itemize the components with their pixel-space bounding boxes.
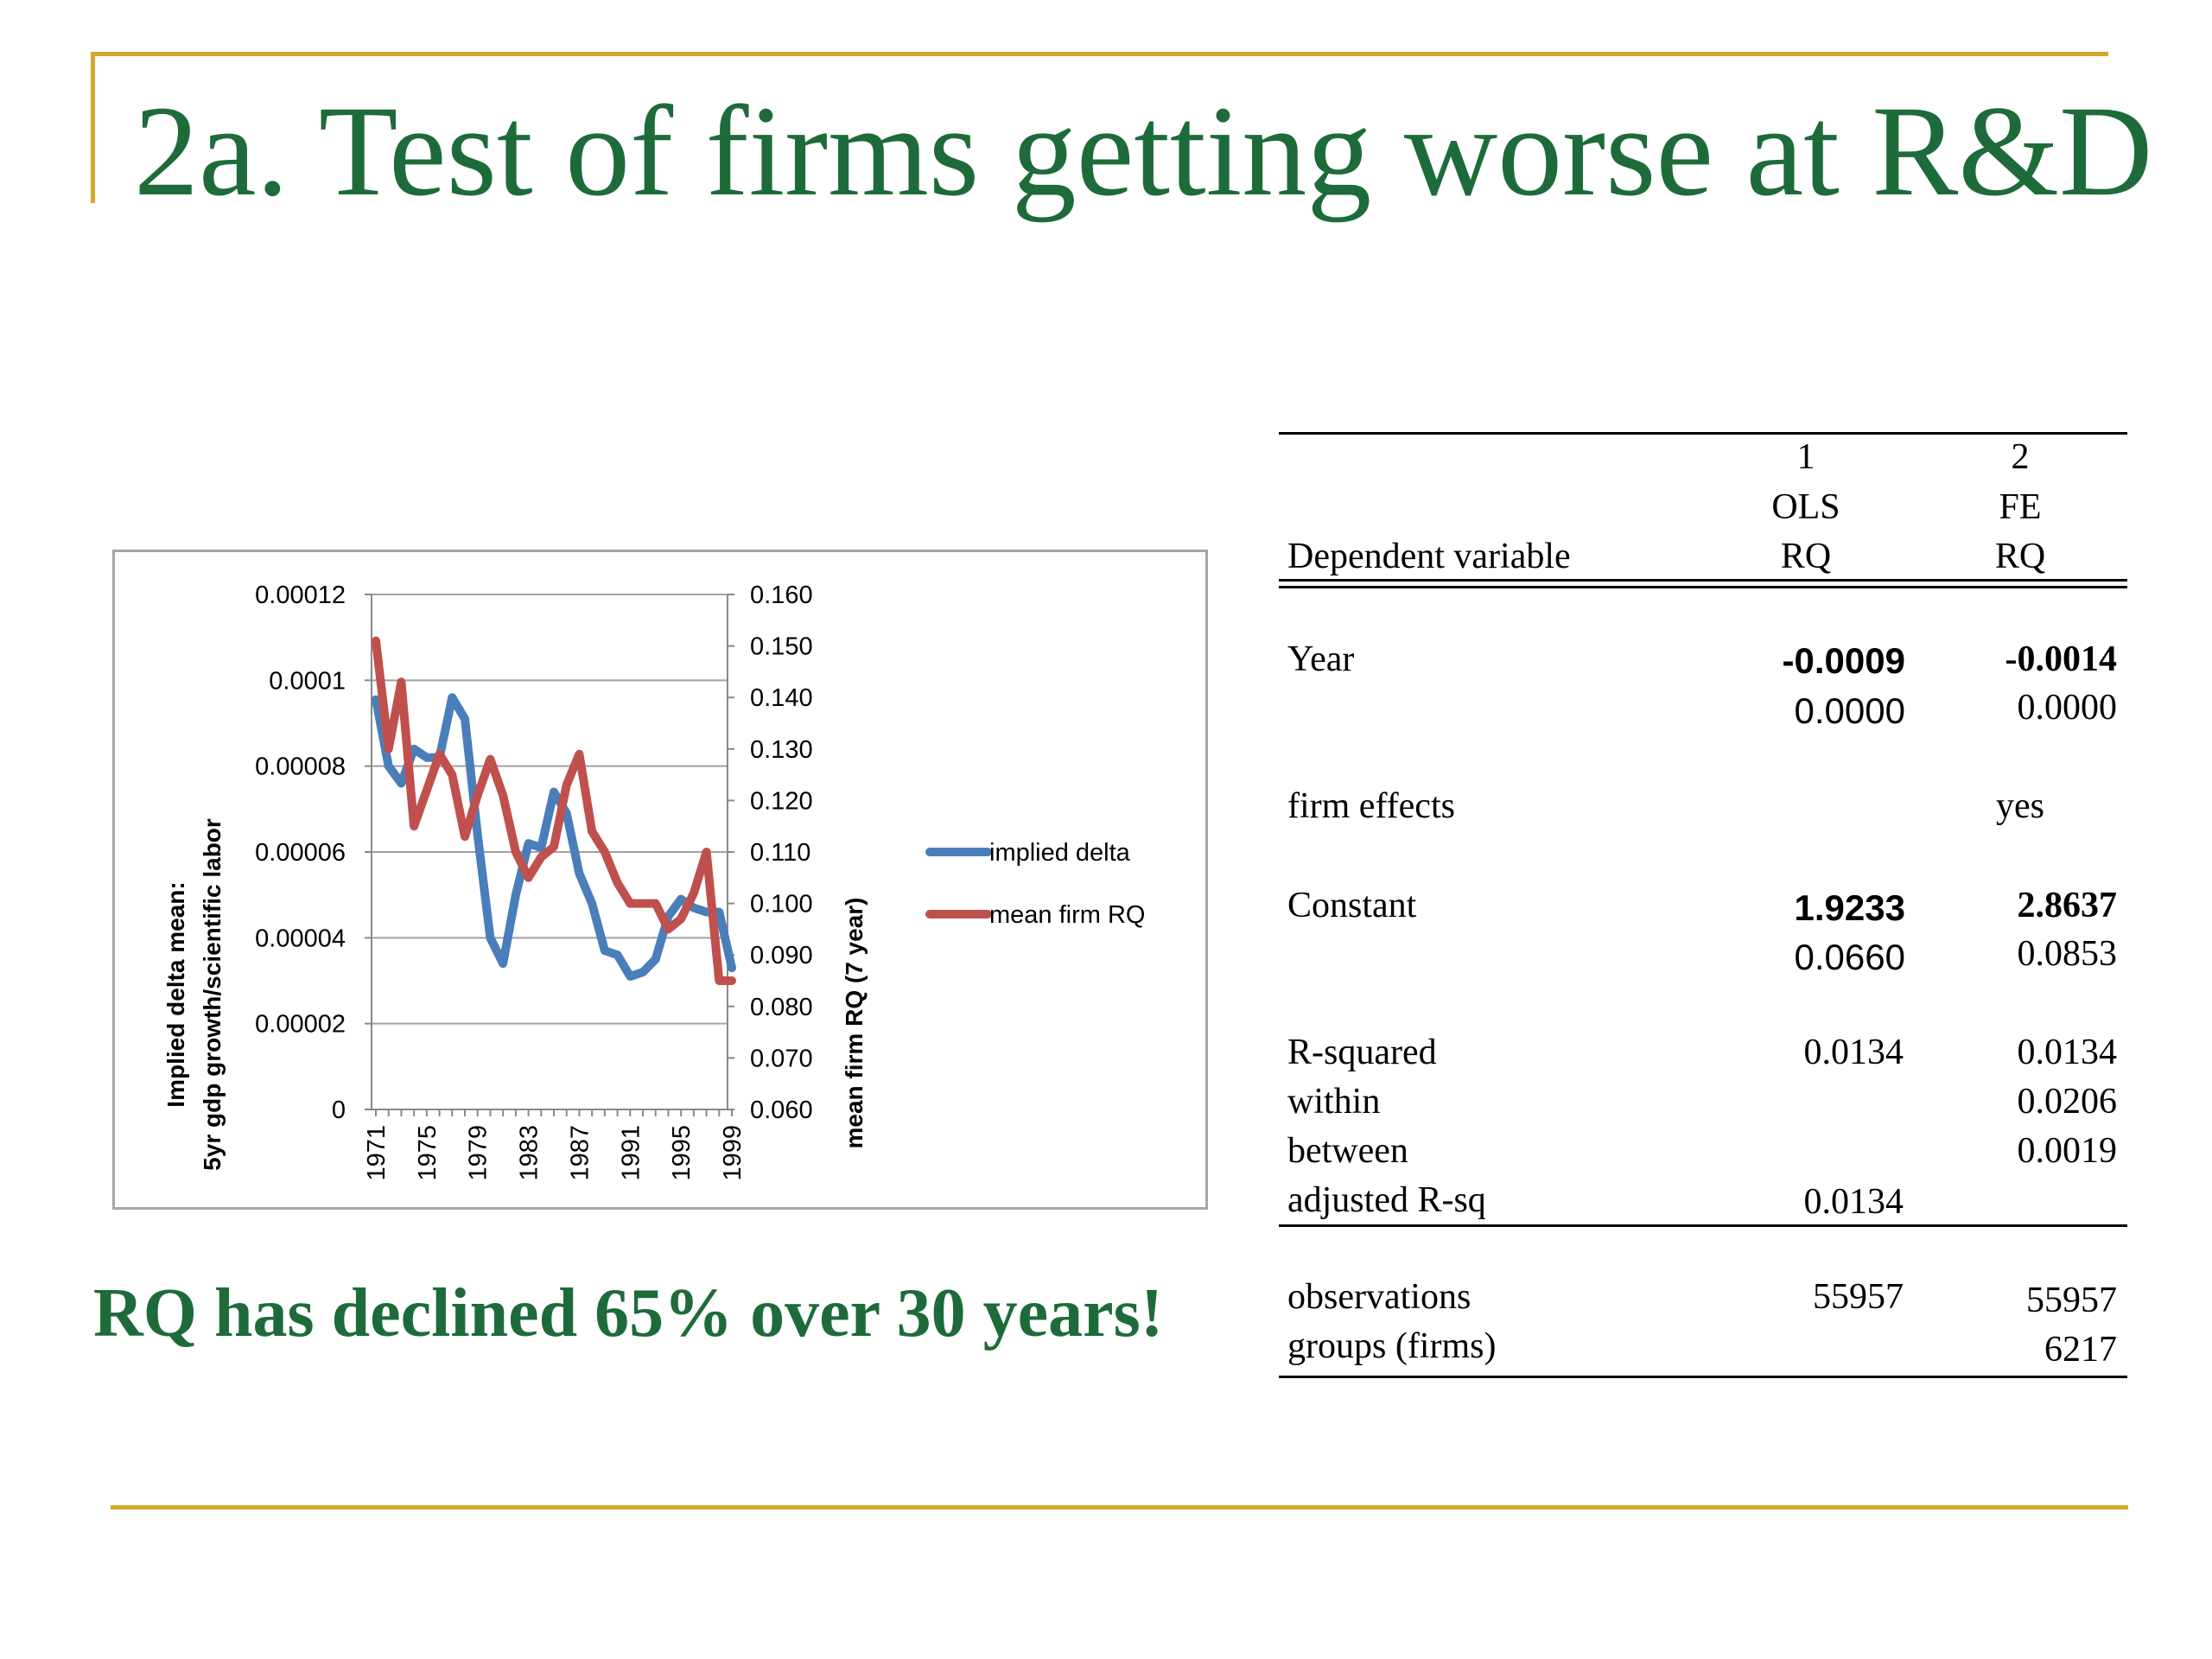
constant-se-col2: 0.0853 xyxy=(2017,934,2118,974)
series-lines xyxy=(372,636,736,985)
x-tick-label: 1979 xyxy=(465,1125,493,1181)
table-header-rule-b xyxy=(1279,586,2127,588)
y-right-tick-label: 0.140 xyxy=(750,684,813,712)
y-right-tick-label: 0.120 xyxy=(750,787,813,815)
bottom-accent-line xyxy=(111,1505,2128,1510)
col1-method: OLS xyxy=(1771,487,1840,527)
dependent-variable-label: Dependent variable xyxy=(1287,537,1571,576)
table-stats-rule xyxy=(1279,1224,2127,1227)
row-label-observations: observations xyxy=(1287,1277,1471,1317)
col1-number: 1 xyxy=(1796,437,1815,477)
table-top-rule xyxy=(1279,432,2127,435)
x-tick-label: 1971 xyxy=(363,1125,391,1181)
y-right-tick-label: 0.090 xyxy=(750,942,813,969)
y-left-tick-label: 0.00006 xyxy=(255,839,346,867)
y-left-tick-label: 0 xyxy=(332,1096,346,1124)
y-right-tick-label: 0.070 xyxy=(750,1045,813,1072)
col1-dependent-variable: RQ xyxy=(1780,537,1832,576)
observations-col2: 55957 xyxy=(2026,1281,2117,1320)
legend-label-implied-delta: implied delta xyxy=(989,839,1131,867)
y-left-tick-label: 0.00008 xyxy=(255,753,346,781)
row-label-constant: Constant xyxy=(1287,886,1417,925)
row-label-between: between xyxy=(1287,1131,1408,1171)
row-label-adjusted-r-sq: adjusted R-sq xyxy=(1287,1180,1486,1220)
chart-container: 0.00012 0.0001 0.00008 0.00006 0.00004 0.0000… xyxy=(112,550,1208,1210)
x-tick-label: 1991 xyxy=(617,1125,645,1181)
row-label-within: within xyxy=(1287,1082,1381,1122)
r-squared-col2: 0.0134 xyxy=(2017,1033,2118,1072)
year-coef-col2: -0.0014 xyxy=(2005,639,2118,679)
year-coef-col1: -0.0009 xyxy=(1782,640,1905,681)
left-accent-line xyxy=(91,52,95,203)
y-left-tick-label: 0.0001 xyxy=(269,667,346,695)
groups-col2: 6217 xyxy=(2044,1330,2117,1370)
x-tick-label: 1995 xyxy=(668,1125,696,1181)
row-label-r-squared: R-squared xyxy=(1287,1033,1437,1072)
between-col2: 0.0019 xyxy=(2017,1131,2118,1171)
y-right-tick-label: 0.160 xyxy=(750,582,813,609)
constant-se-col1: 0.0660 xyxy=(1794,937,1905,977)
year-se-col2: 0.0000 xyxy=(2017,688,2118,728)
tick-labels: 0.00012 0.0001 0.00008 0.00006 0.00004 0.0000… xyxy=(255,582,812,1181)
x-tick-label: 1999 xyxy=(719,1125,747,1181)
r-squared-col1: 0.0134 xyxy=(1803,1033,1904,1072)
y-left-axis-title-line2: 5yr gdp growth/scientific labor xyxy=(199,818,226,1171)
legend-label-mean-firm-rq: mean firm RQ xyxy=(989,901,1145,929)
y-right-tick-label: 0.110 xyxy=(750,839,810,867)
col2-method: FE xyxy=(1999,487,2042,527)
col2-number: 2 xyxy=(2011,437,2030,477)
y-left-tick-label: 0.00002 xyxy=(255,1011,346,1039)
y-right-tick-label: 0.100 xyxy=(750,891,813,918)
y-right-tick-label: 0.080 xyxy=(750,994,813,1021)
legend: implied delta mean firm RQ xyxy=(925,839,1145,929)
row-label-groups: groups (firms) xyxy=(1287,1326,1497,1366)
table-bottom-rule xyxy=(1279,1376,2127,1378)
series-line-mean-firm-rq xyxy=(372,636,736,985)
top-accent-line xyxy=(91,52,2108,56)
x-tick-label: 1975 xyxy=(414,1125,442,1181)
table-header-rule-a xyxy=(1279,579,2127,582)
firm-effects-col2: yes xyxy=(1996,786,2044,826)
axes xyxy=(365,594,734,1116)
y-left-axis-title-line1: Implied delta mean: xyxy=(162,881,189,1107)
observations-col1: 55957 xyxy=(1813,1277,1904,1317)
col2-dependent-variable: RQ xyxy=(1994,537,2046,576)
y-left-tick-label: 0.00012 xyxy=(255,582,346,609)
y-left-tick-label: 0.00004 xyxy=(255,925,346,952)
x-tick-label: 1983 xyxy=(516,1125,543,1181)
y-right-axis-title: mean firm RQ (7 year) xyxy=(841,898,868,1149)
year-se-col1: 0.0000 xyxy=(1794,690,1905,731)
conclusion-text: RQ has declined 65% over 30 years! xyxy=(93,1275,1164,1351)
y-right-tick-label: 0.130 xyxy=(750,736,813,764)
x-tick-label: 1987 xyxy=(566,1125,594,1181)
constant-coef-col1: 1.9233 xyxy=(1794,887,1905,928)
row-label-firm-effects: firm effects xyxy=(1287,786,1455,826)
constant-coef-col2: 2.8637 xyxy=(2017,886,2118,925)
dual-axis-line-chart: 0.00012 0.0001 0.00008 0.00006 0.00004 0.0000… xyxy=(162,582,1145,1181)
within-col2: 0.0206 xyxy=(2017,1082,2118,1122)
row-label-year: Year xyxy=(1287,639,1355,679)
y-right-tick-label: 0.150 xyxy=(750,633,813,661)
y-right-tick-label: 0.060 xyxy=(750,1096,813,1124)
slide-title: 2a. Test of firms getting worse at R&D xyxy=(134,79,2153,223)
adjusted-r-sq-col1: 0.0134 xyxy=(1803,1182,1904,1222)
